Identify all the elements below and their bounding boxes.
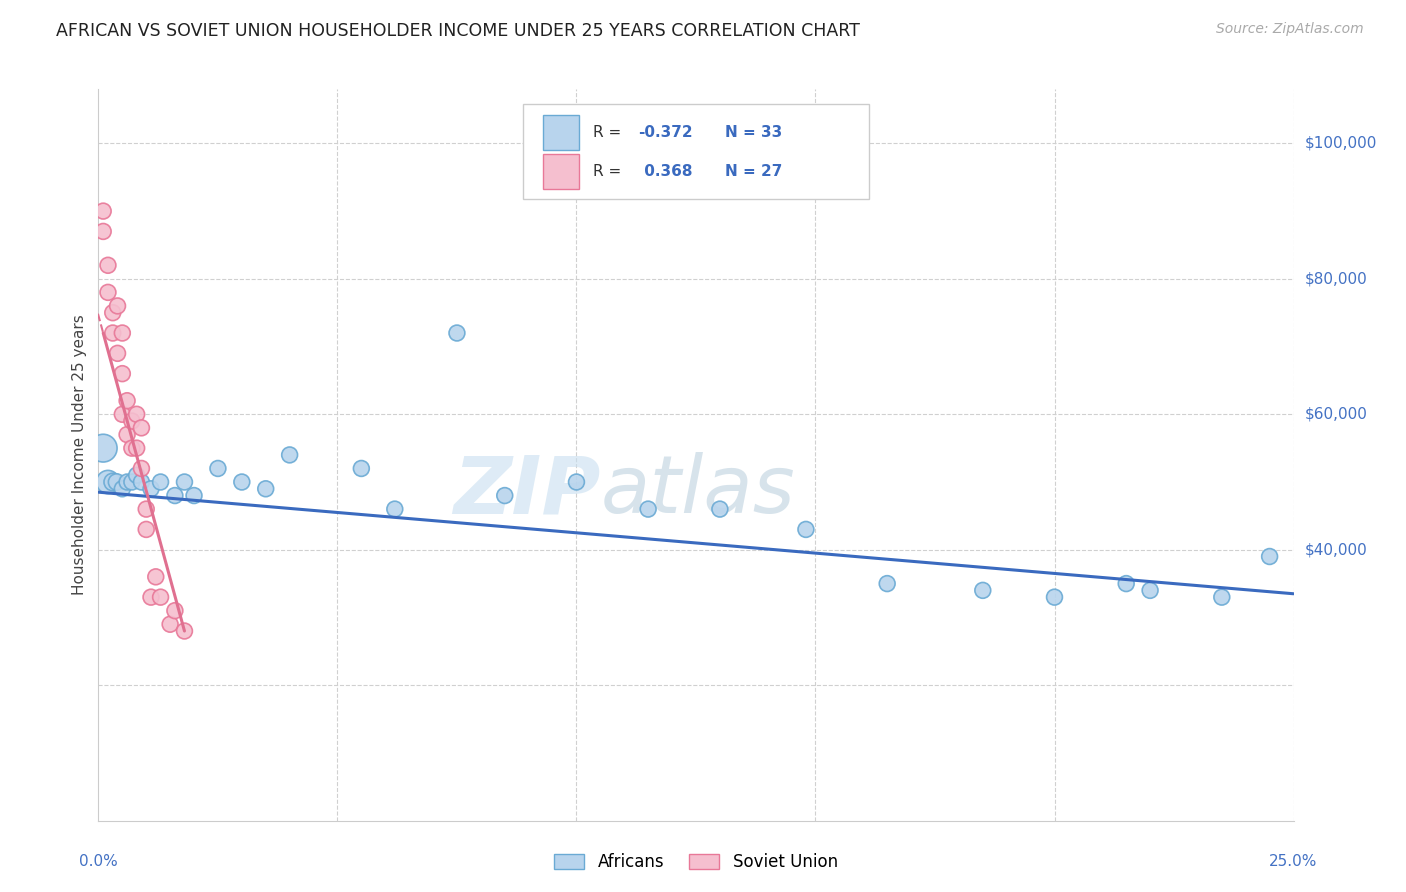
Point xyxy=(115,427,138,442)
Point xyxy=(139,482,162,496)
Text: 0.368: 0.368 xyxy=(638,164,692,179)
Point xyxy=(278,448,301,462)
Point xyxy=(107,299,129,313)
Point xyxy=(111,482,134,496)
Point xyxy=(135,523,157,537)
Point xyxy=(149,475,172,489)
Bar xyxy=(543,115,579,150)
Point xyxy=(101,475,124,489)
Text: R =: R = xyxy=(593,164,626,179)
Point xyxy=(107,346,129,360)
Point xyxy=(254,482,277,496)
Point xyxy=(350,461,373,475)
Point xyxy=(125,468,148,483)
Point xyxy=(91,224,114,238)
Point xyxy=(384,502,406,516)
Point xyxy=(794,523,817,537)
Text: $100,000: $100,000 xyxy=(1305,136,1376,151)
Point xyxy=(135,502,157,516)
Y-axis label: Householder Income Under 25 years: Householder Income Under 25 years xyxy=(72,315,87,595)
Text: $60,000: $60,000 xyxy=(1305,407,1368,422)
Text: N = 33: N = 33 xyxy=(724,125,782,140)
Point xyxy=(565,475,588,489)
Text: N = 27: N = 27 xyxy=(724,164,782,179)
Text: atlas: atlas xyxy=(600,452,796,531)
Text: 0.0%: 0.0% xyxy=(79,854,118,869)
Point xyxy=(709,502,731,516)
Point xyxy=(494,489,516,503)
Point xyxy=(101,306,124,320)
Text: $40,000: $40,000 xyxy=(1305,542,1368,558)
FancyBboxPatch shape xyxy=(523,103,869,199)
Point xyxy=(101,326,124,340)
Point xyxy=(139,590,162,604)
Point xyxy=(637,502,659,516)
Point xyxy=(149,590,172,604)
Point xyxy=(131,475,153,489)
Point xyxy=(1258,549,1281,564)
Legend: Africans, Soviet Union: Africans, Soviet Union xyxy=(547,847,845,878)
Point xyxy=(173,475,195,489)
Point xyxy=(111,367,134,381)
Point xyxy=(1211,590,1233,604)
Point xyxy=(1115,576,1137,591)
Point xyxy=(1139,583,1161,598)
Point xyxy=(121,475,143,489)
Point xyxy=(125,407,148,421)
Point xyxy=(121,414,143,428)
Point xyxy=(1043,590,1066,604)
Point xyxy=(183,489,205,503)
Text: $80,000: $80,000 xyxy=(1305,271,1368,286)
Text: ZIP: ZIP xyxy=(453,452,600,531)
Point xyxy=(876,576,898,591)
Point xyxy=(115,475,138,489)
Point xyxy=(163,489,186,503)
Point xyxy=(121,441,143,455)
Text: R =: R = xyxy=(593,125,626,140)
Point xyxy=(111,407,134,421)
Point xyxy=(446,326,468,340)
Point xyxy=(207,461,229,475)
Point xyxy=(131,421,153,435)
Text: 25.0%: 25.0% xyxy=(1270,854,1317,869)
Point xyxy=(91,204,114,219)
Point xyxy=(173,624,195,638)
Point xyxy=(111,326,134,340)
Point xyxy=(131,461,153,475)
Point xyxy=(125,441,148,455)
Point xyxy=(163,604,186,618)
Bar xyxy=(543,154,579,189)
Point xyxy=(159,617,181,632)
Point xyxy=(105,475,128,489)
Point xyxy=(231,475,253,489)
Point xyxy=(97,285,120,300)
Point xyxy=(91,441,114,455)
Point xyxy=(115,393,138,408)
Point xyxy=(97,475,120,489)
Text: AFRICAN VS SOVIET UNION HOUSEHOLDER INCOME UNDER 25 YEARS CORRELATION CHART: AFRICAN VS SOVIET UNION HOUSEHOLDER INCO… xyxy=(56,22,860,40)
Point xyxy=(97,258,120,272)
Point xyxy=(972,583,994,598)
Text: Source: ZipAtlas.com: Source: ZipAtlas.com xyxy=(1216,22,1364,37)
Text: -0.372: -0.372 xyxy=(638,125,693,140)
Point xyxy=(145,570,167,584)
